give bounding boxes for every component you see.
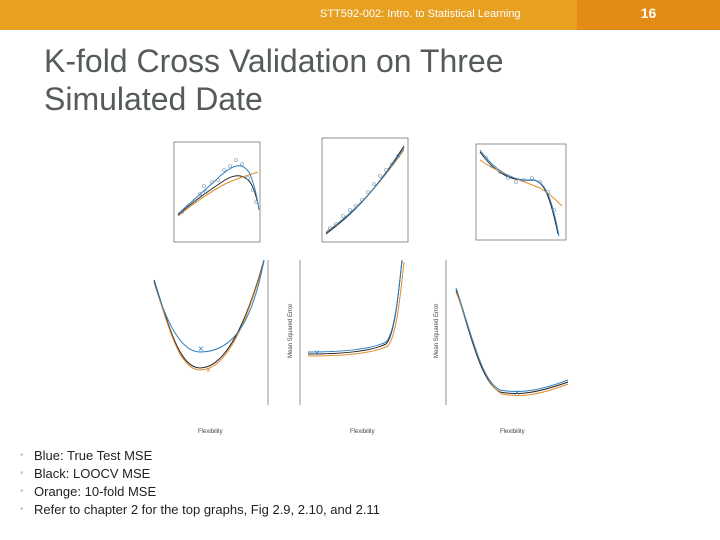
bullet-text: Blue: True Test MSE bbox=[34, 448, 153, 463]
slide-title-line-2: Simulated Date bbox=[44, 81, 263, 117]
bottom-panel-1: × × Mean Squared Error Flexibility bbox=[153, 259, 269, 435]
bottom-panel-2: × Mean Squared Error Flexibility bbox=[288, 259, 405, 435]
svg-text:×: × bbox=[314, 348, 320, 359]
svg-text:×: × bbox=[206, 366, 211, 375]
bullet-dot-icon: • bbox=[20, 468, 24, 479]
bullet-item: • Orange: 10-fold MSE bbox=[20, 483, 380, 501]
bullet-text: Black: LOOCV MSE bbox=[34, 466, 151, 481]
xlabel-right: Flexibility bbox=[500, 429, 525, 435]
bullet-item: • Blue: True Test MSE bbox=[20, 447, 380, 465]
svg-text:×: × bbox=[514, 388, 520, 399]
slide-title-line-1: K-fold Cross Validation on Three bbox=[44, 43, 504, 79]
svg-text:×: × bbox=[198, 344, 204, 355]
xlabel-middle: Flexibility bbox=[350, 429, 375, 435]
ylabel-right: Mean Squared Error bbox=[434, 304, 440, 358]
bullet-item: • Refer to chapter 2 for the top graphs, … bbox=[20, 501, 380, 519]
header-bar: STT592-002: Intro. to Statistical Learni… bbox=[0, 0, 720, 30]
top-panel-2 bbox=[321, 137, 409, 243]
bullet-list: • Blue: True Test MSE • Black: LOOCV MSE •… bbox=[20, 447, 380, 519]
xlabel-left: Flexibility bbox=[198, 429, 223, 435]
figure-cv-plots: × × Mean Squared Error Flexibility × Mea… bbox=[153, 137, 569, 435]
bottom-panel-3: × Mean Squared Error Flexibility bbox=[434, 260, 569, 435]
page-number: 16 bbox=[640, 5, 657, 21]
page-number-box: 16 bbox=[577, 0, 720, 30]
bullet-dot-icon: • bbox=[20, 486, 24, 497]
bullet-text: Orange: 10-fold MSE bbox=[34, 484, 157, 499]
header-background bbox=[0, 0, 720, 30]
ylabel-middle: Mean Squared Error bbox=[288, 304, 294, 358]
slide-title: K-fold Cross Validation on Three Simulat… bbox=[44, 42, 604, 118]
bullet-item: • Black: LOOCV MSE bbox=[20, 465, 380, 483]
bullet-dot-icon: • bbox=[20, 504, 24, 515]
top-panel-1 bbox=[173, 141, 261, 243]
bullet-text: Refer to chapter 2 for the top graphs, F… bbox=[34, 502, 380, 517]
top-panel-3 bbox=[475, 143, 567, 241]
bullet-dot-icon: • bbox=[20, 450, 24, 461]
course-title: STT592-002: Intro. to Statistical Learni… bbox=[320, 8, 521, 20]
